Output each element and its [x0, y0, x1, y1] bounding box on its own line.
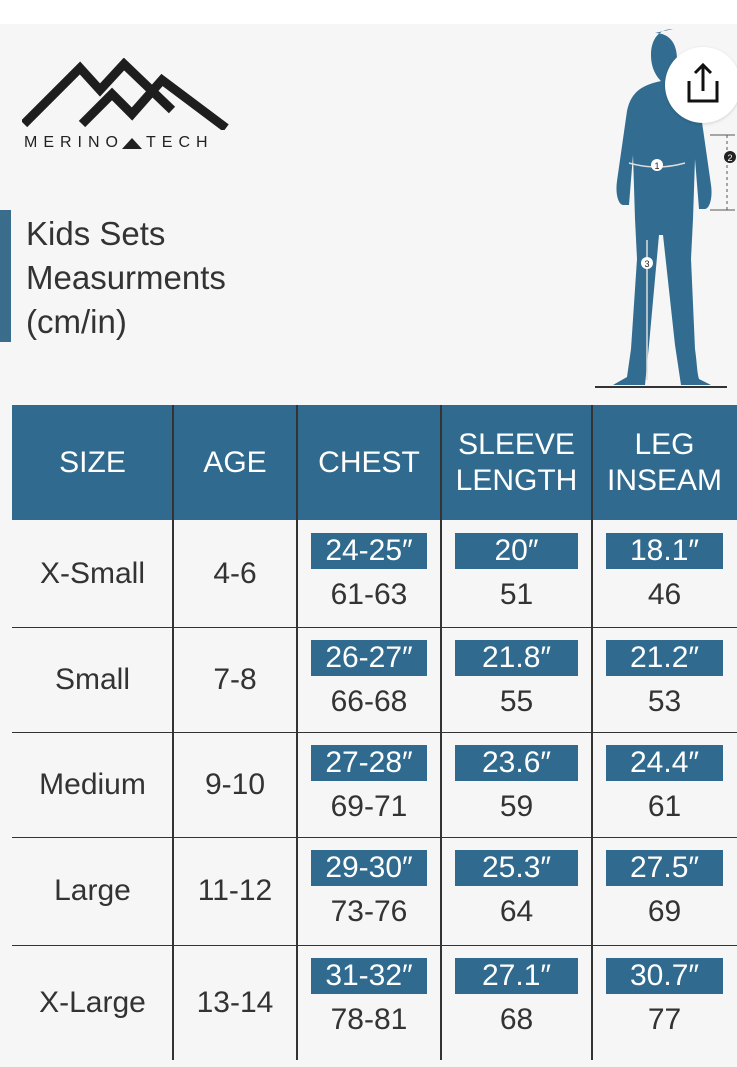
header-cell: AGE	[173, 405, 297, 520]
inch-value: 26-27″	[311, 640, 427, 676]
cm-value: 55	[499, 685, 534, 718]
cm-value: 51	[499, 578, 534, 611]
marker-label: 1	[654, 161, 659, 171]
share-icon	[687, 62, 719, 103]
marker-circle	[724, 151, 736, 163]
inch-value: 27-28″	[311, 745, 427, 781]
cm-value: 59	[499, 790, 534, 823]
header-cell: CHEST	[297, 405, 441, 520]
cm-value: 73-76	[330, 895, 408, 928]
size-cell: Large	[54, 874, 131, 907]
header-cell: SIZE	[12, 405, 173, 520]
marker-label: 2	[727, 153, 732, 163]
column-divider	[591, 405, 593, 1060]
cm-value: 78-81	[330, 1003, 408, 1036]
logo-right: TECH	[146, 134, 214, 151]
inch-value: 24.4″	[606, 745, 723, 781]
size-cell: Medium	[39, 767, 146, 801]
cm-value: 69	[647, 895, 682, 928]
row-divider	[12, 627, 737, 628]
cm-value: 61-63	[330, 578, 408, 611]
accent-bar	[0, 210, 11, 342]
inch-value: 20″	[455, 533, 578, 569]
header-cell: LEG INSEAM	[592, 405, 737, 520]
marker-label: 3	[644, 259, 649, 269]
cm-value: 66-68	[330, 685, 408, 718]
cm-value: 61	[647, 790, 682, 823]
inch-value: 18.1″	[606, 533, 723, 569]
cm-value: 64	[499, 895, 534, 928]
title-line: Measurments	[26, 259, 226, 296]
inch-value: 21.2″	[606, 640, 723, 676]
logo-icon	[122, 137, 142, 149]
inch-value: 30.7″	[606, 958, 723, 994]
row-divider	[12, 837, 737, 838]
inch-value: 24-25″	[311, 533, 427, 569]
row-divider	[12, 732, 737, 733]
size-cell: X-Large	[39, 985, 146, 1019]
marker-circle	[641, 257, 653, 269]
age-cell: 9-10	[204, 767, 266, 801]
age-cell: 7-8	[213, 662, 257, 696]
inch-value: 27.5″	[606, 850, 723, 886]
logo-text: MERINO TECH	[24, 134, 214, 152]
inch-value: 31-32″	[311, 958, 427, 994]
title: Kids Sets Measurments (cm/in)	[26, 212, 226, 344]
marker-circle	[651, 159, 663, 171]
cm-value: 68	[499, 1003, 534, 1036]
logo-mountains	[22, 58, 229, 130]
inch-value: 25.3″	[455, 850, 578, 886]
row-divider	[12, 945, 737, 946]
age-cell: 4-6	[213, 556, 257, 590]
title-line: (cm/in)	[26, 303, 127, 340]
inch-value: 27.1″	[455, 958, 578, 994]
column-divider	[296, 405, 298, 1060]
cm-value: 77	[647, 1003, 682, 1036]
title-line: Kids Sets	[26, 215, 166, 252]
inch-value: 29-30″	[311, 850, 427, 886]
cm-value: 53	[647, 685, 682, 718]
column-divider	[440, 405, 442, 1060]
age-cell: 13-14	[196, 985, 274, 1019]
top-band	[0, 0, 737, 24]
cm-value: 69-71	[330, 790, 408, 823]
size-cell: Small	[54, 662, 130, 696]
size-cell: X-Small	[39, 556, 145, 590]
inch-value: 23.6″	[455, 745, 578, 781]
column-divider	[172, 405, 174, 1060]
header-cell: SLEEVE LENGTH	[441, 405, 592, 520]
logo-left: MERINO	[24, 134, 124, 151]
cm-value: 46	[647, 578, 682, 611]
age-cell: 11-12	[197, 874, 273, 907]
inch-value: 21.8″	[455, 640, 578, 676]
share-button[interactable]	[665, 47, 737, 123]
